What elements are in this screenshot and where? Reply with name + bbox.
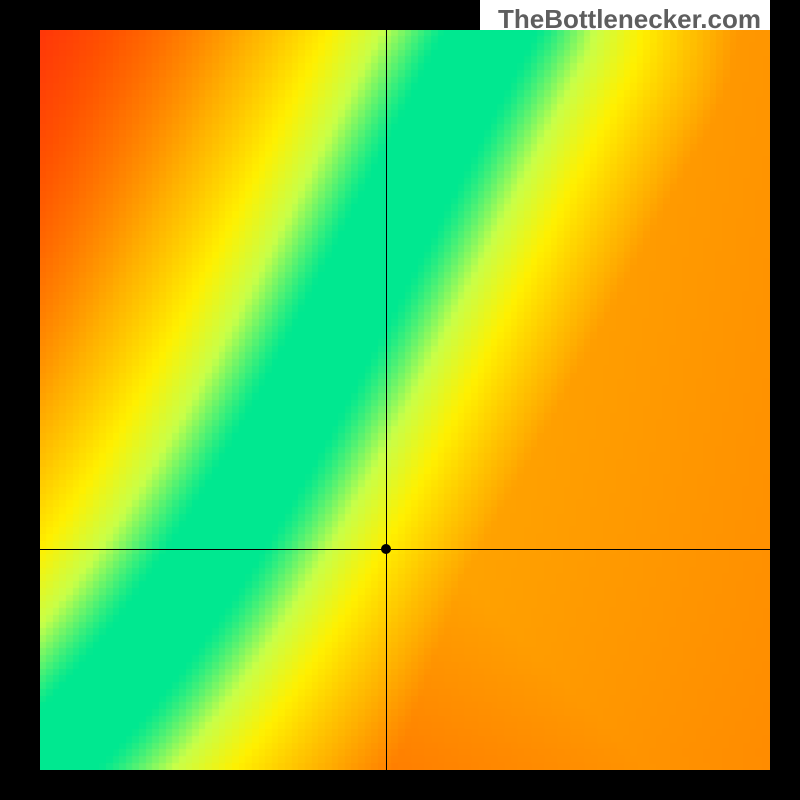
- crosshair-vertical: [386, 30, 387, 770]
- watermark-text: TheBottlenecker.com: [498, 4, 761, 35]
- heatmap-plot: [40, 30, 770, 770]
- crosshair-horizontal: [40, 549, 770, 550]
- marker-dot: [381, 544, 391, 554]
- root: TheBottlenecker.com: [0, 0, 800, 800]
